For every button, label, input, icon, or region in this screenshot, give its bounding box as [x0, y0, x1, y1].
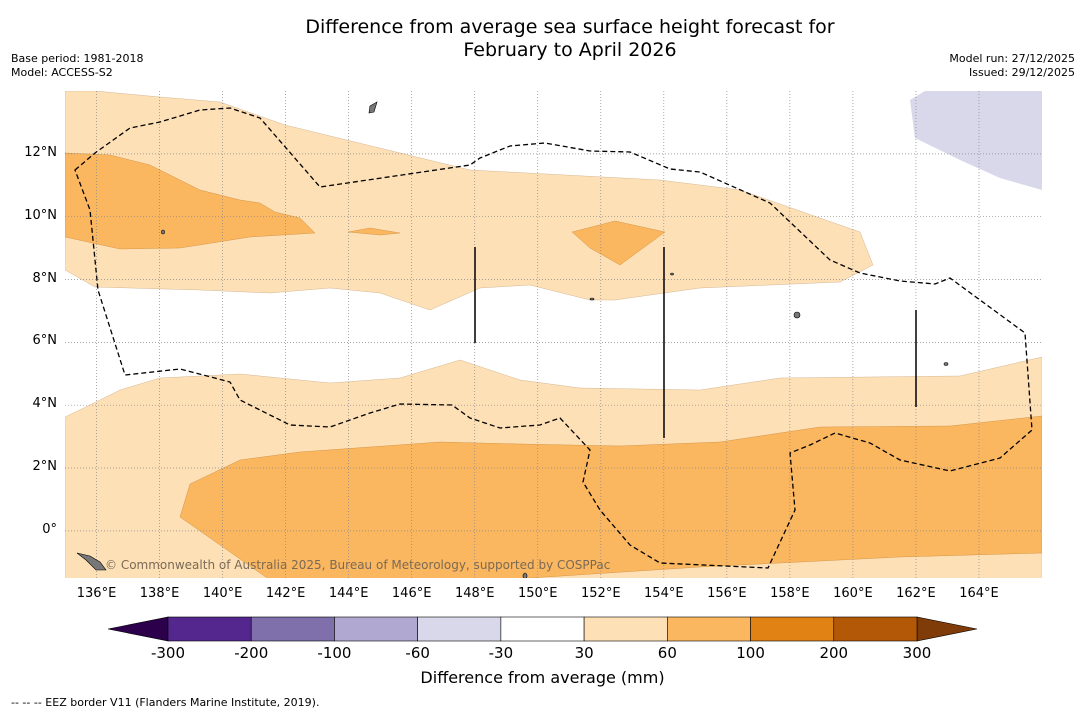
colorbar-tick-label: -300: [150, 644, 186, 662]
lon-tick-label: 164°E: [959, 586, 999, 601]
issued-date: Issued: 29/12/2025: [968, 66, 1075, 79]
colorbar-segment: [500, 616, 585, 642]
lon-tick-label: 148°E: [454, 586, 495, 601]
colorbar-segment: [250, 616, 335, 642]
contour-60-100-south: [179, 415, 1042, 578]
colorbar-segment: [833, 616, 918, 642]
colorbar-segment: [167, 616, 252, 642]
colorbar-tick-label: -60: [405, 644, 430, 662]
colorbar-segment: [583, 616, 668, 642]
lon-tick-label: 160°E: [833, 586, 873, 601]
contour-60-100-blob: [347, 227, 401, 236]
colorbar-tick-label: 100: [736, 644, 765, 662]
base-period: Base period: 1981-2018: [11, 52, 144, 65]
eez-border: [74, 107, 1033, 569]
colorbar-segment: [417, 616, 502, 642]
lon-tick-label: 140°E: [202, 586, 243, 601]
colorbar-extend-high: [916, 616, 978, 642]
lat-tick-label: 0°: [42, 521, 57, 537]
colorbar-label: Difference from average (mm): [420, 668, 665, 687]
title-line-1: Difference from average sea surface heig…: [305, 16, 835, 38]
model-run: Model run: 27/12/2025: [949, 52, 1075, 65]
colorbar-segment: [334, 616, 418, 642]
lon-tick-label: 158°E: [770, 586, 810, 601]
footer-note: -- -- -- EEZ border V11 (Flanders Marine…: [11, 696, 320, 709]
contour-60-100-north: [65, 152, 316, 250]
lon-tick-label: 138°E: [139, 586, 180, 601]
colorbar-segment: [750, 616, 835, 642]
colorbar-tick-label: -200: [234, 644, 269, 662]
islands: [76, 101, 949, 578]
copyright-text: © Commonwealth of Australia 2025, Bureau…: [105, 558, 611, 572]
lon-tick-label: 142°E: [265, 586, 306, 601]
lon-tick-label: 162°E: [896, 586, 936, 601]
lon-tick-label: 136°E: [76, 586, 117, 601]
colorbar-extend-low: [107, 616, 169, 642]
lon-tick-label: 144°E: [328, 586, 369, 601]
lat-tick-label: 6°N: [32, 333, 58, 349]
lon-tick-label: 150°E: [517, 586, 558, 601]
colorbar: [107, 616, 978, 642]
lon-tick-label: 156°E: [707, 586, 747, 601]
lon-tick-label: 152°E: [581, 586, 621, 601]
lon-tick-label: 154°E: [644, 586, 684, 601]
title-line-2: February to April 2026: [463, 39, 677, 61]
contour-negative-30-60: [910, 91, 1042, 190]
contour-60-100-blob: [571, 220, 666, 266]
colorbar-segment: [667, 616, 751, 642]
colorbar-tick-label: 300: [902, 644, 932, 662]
lat-tick-label: 8°N: [32, 270, 58, 286]
gridlines: [65, 91, 1042, 578]
colorbar-tick-label: 30: [574, 644, 594, 662]
lat-tick-label: 12°N: [24, 144, 57, 160]
colorbar-tick-label: -100: [317, 644, 352, 662]
lat-tick-label: 2°N: [32, 459, 58, 475]
model-name: Model: ACCESS-S2: [11, 66, 113, 79]
vertical-markers: [474, 247, 917, 438]
colorbar-tick-label: 60: [657, 644, 677, 662]
lon-tick-label: 146°E: [391, 586, 432, 601]
contour-30-60-north: [65, 91, 874, 311]
lat-tick-label: 4°N: [32, 396, 58, 412]
lat-tick-label: 10°N: [24, 207, 57, 223]
colorbar-tick-label: -30: [488, 644, 514, 662]
colorbar-tick-label: 200: [819, 644, 849, 662]
